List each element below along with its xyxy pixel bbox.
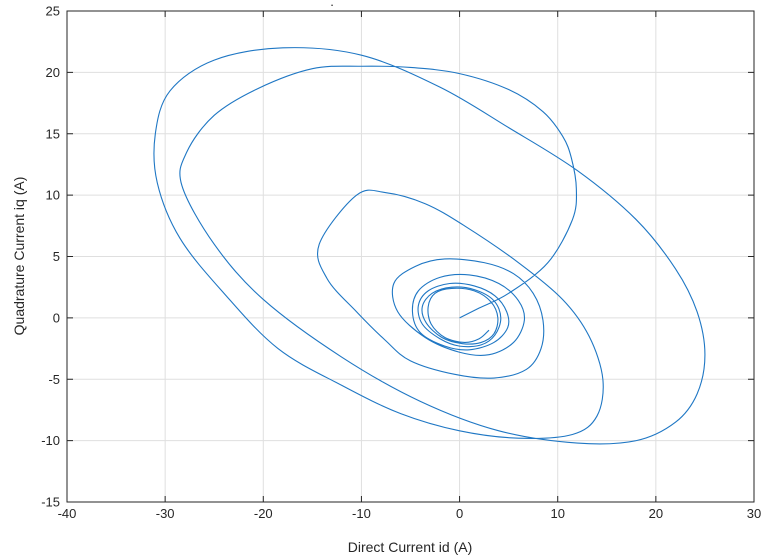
y-tick-label: 0 [53, 310, 60, 325]
y-tick-label: 25 [46, 4, 60, 19]
x-tick-label: 0 [456, 506, 463, 521]
axis-ticks: -40 -30 -20 -10 0 10 20 30 -15 -10 -5 0 5 10 15 20 25 [41, 4, 761, 522]
x-tick-label: -30 [156, 506, 175, 521]
y-tick-label: -15 [41, 495, 60, 510]
y-tick-label: 15 [46, 126, 60, 141]
y-tick-label: 10 [46, 188, 60, 203]
grid-lines [67, 11, 754, 502]
series-line [153, 47, 706, 445]
x-tick-label: -20 [254, 506, 273, 521]
chart-title: . [330, 0, 334, 9]
x-axis-title: Direct Current id (A) [348, 539, 472, 555]
x-tick-label: 10 [550, 506, 564, 521]
y-tick-label: -10 [41, 433, 60, 448]
x-tick-label: 30 [747, 506, 761, 521]
x-tick-label: 20 [649, 506, 663, 521]
y-tick-label: 20 [46, 65, 60, 80]
y-tick-label: -5 [48, 372, 60, 387]
y-tick-label: 5 [53, 249, 60, 264]
x-tick-label: -10 [352, 506, 371, 521]
y-axis-title: Quadrature Current iq (A) [11, 177, 27, 336]
x-tick-label: -40 [58, 506, 77, 521]
series-group [153, 47, 706, 445]
